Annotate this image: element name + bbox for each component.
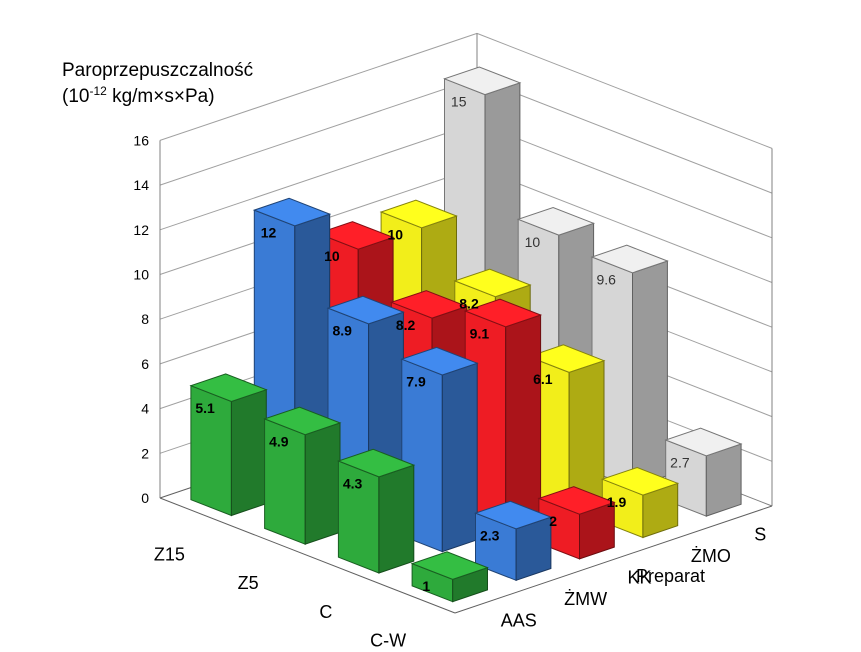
y-tick-label: 8 bbox=[141, 311, 149, 327]
data-label: 1 bbox=[422, 578, 430, 594]
bar bbox=[664, 427, 743, 517]
bar-top-face bbox=[600, 466, 680, 496]
chart-unit: (10-12 kg/m×s×Pa) bbox=[62, 84, 215, 107]
data-label: 12 bbox=[261, 225, 277, 241]
series-label: KK bbox=[628, 568, 652, 588]
bar-side-face bbox=[705, 443, 742, 517]
bar-top-face bbox=[516, 206, 596, 236]
data-label: 9.1 bbox=[470, 326, 490, 342]
gridline-back bbox=[476, 32, 773, 149]
depth-axis-label: Preparat bbox=[636, 566, 705, 586]
category-label: C bbox=[319, 602, 332, 622]
bar-side-face bbox=[230, 389, 267, 517]
bar bbox=[590, 244, 669, 489]
bar-top-face bbox=[463, 298, 543, 328]
data-label: 10 bbox=[324, 248, 340, 264]
y-tick-label: 2 bbox=[141, 445, 149, 461]
bar bbox=[474, 500, 553, 582]
bar-side-face bbox=[378, 464, 415, 574]
y-tick-label: 16 bbox=[133, 132, 149, 148]
gridline-back bbox=[476, 167, 773, 283]
gridline-back bbox=[476, 77, 773, 194]
bar bbox=[400, 346, 479, 553]
gridline-left bbox=[159, 32, 478, 141]
y-tick-label: 12 bbox=[133, 222, 149, 238]
chart-bars bbox=[189, 66, 743, 603]
data-label: 5.1 bbox=[195, 400, 215, 416]
gridline-left bbox=[159, 77, 478, 186]
data-label: 2.3 bbox=[480, 528, 500, 544]
bar-side-face bbox=[441, 362, 478, 553]
gridline-left bbox=[159, 122, 478, 231]
floor-edge-right bbox=[454, 505, 773, 614]
bar bbox=[336, 448, 416, 574]
bar-side-face bbox=[632, 260, 668, 489]
bar-top-face bbox=[326, 295, 405, 325]
bar bbox=[410, 551, 489, 603]
bar-top-face bbox=[400, 346, 479, 376]
category-label: Z5 bbox=[238, 573, 259, 593]
data-label: 10 bbox=[525, 234, 541, 250]
series-label: S bbox=[754, 525, 766, 545]
data-label: 2 bbox=[549, 513, 557, 529]
bar-side-face bbox=[505, 314, 542, 531]
bar bbox=[263, 406, 342, 545]
bar bbox=[189, 373, 268, 517]
y-tick-label: 14 bbox=[133, 177, 149, 193]
y-tick-label: 6 bbox=[141, 356, 149, 372]
chart-labels: 15 10 9.6 2.7 10 8.2 6.1 1.9 10 8.2 9.1 2 12 8.9 7.9 2.… bbox=[195, 93, 689, 594]
y-tick-label: 10 bbox=[133, 267, 149, 283]
category-label: Z15 bbox=[154, 544, 185, 564]
data-label: 10 bbox=[388, 227, 404, 243]
data-label: 9.6 bbox=[596, 272, 616, 288]
bar-top-face bbox=[252, 197, 332, 227]
series-label: ŻMW bbox=[564, 589, 607, 609]
data-label: 4.3 bbox=[343, 476, 363, 492]
bar-top-face bbox=[263, 406, 342, 436]
bar-top-face bbox=[474, 500, 553, 530]
bar-top-face bbox=[590, 244, 669, 274]
data-label: 8.2 bbox=[459, 296, 479, 312]
data-label: 8.2 bbox=[396, 317, 416, 333]
data-label: 1.9 bbox=[607, 494, 627, 510]
floor-edge-front bbox=[159, 497, 456, 614]
bar-top-face bbox=[527, 344, 606, 373]
data-label: 15 bbox=[451, 93, 467, 109]
y-tick-label: 4 bbox=[141, 401, 149, 417]
bar-top-face bbox=[379, 199, 458, 229]
bar-top-face bbox=[189, 373, 268, 403]
bar-top-face bbox=[664, 427, 743, 457]
bar-top-face bbox=[443, 66, 522, 96]
bar-top-face bbox=[537, 486, 616, 515]
gridline-back bbox=[476, 122, 773, 239]
chart-title: Paroprzepuszczalność bbox=[62, 60, 253, 81]
category-label: C-W bbox=[370, 631, 406, 651]
data-label: 7.9 bbox=[406, 374, 426, 390]
bar-top-face bbox=[389, 290, 469, 319]
data-label: 4.9 bbox=[269, 433, 289, 449]
bar-top-face bbox=[453, 268, 532, 298]
data-label: 2.7 bbox=[670, 455, 690, 471]
bar-top-face bbox=[410, 551, 489, 580]
data-label: 8.9 bbox=[332, 323, 352, 339]
series-label: ŻMO bbox=[691, 546, 731, 566]
bar-top-face bbox=[316, 221, 395, 250]
data-label: 6.1 bbox=[533, 371, 553, 387]
series-label: AAS bbox=[501, 610, 537, 630]
bar-top-face bbox=[336, 448, 416, 478]
y-tick-label: 0 bbox=[141, 490, 149, 506]
bar-side-face bbox=[304, 422, 341, 545]
bar bbox=[600, 466, 680, 539]
